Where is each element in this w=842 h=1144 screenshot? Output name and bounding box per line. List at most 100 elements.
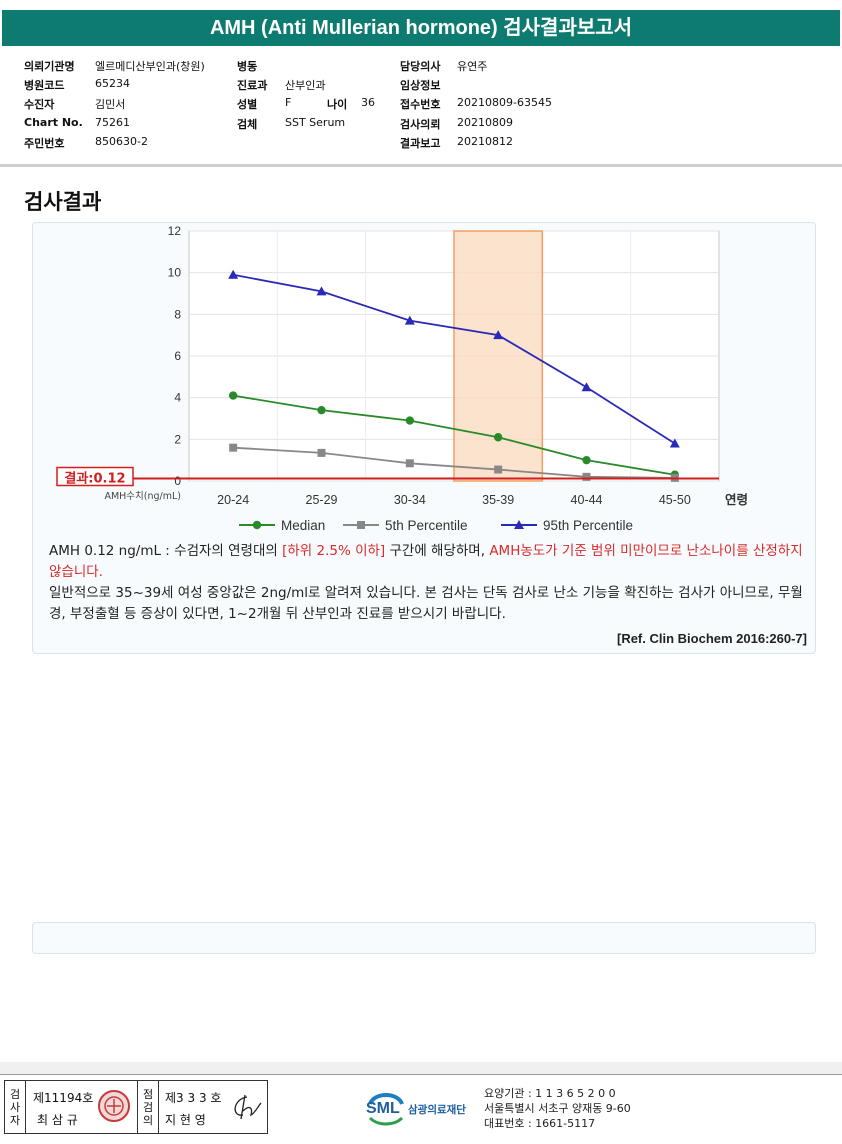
- data-point: [494, 465, 503, 474]
- examiner-name: 최 삼 규: [37, 1113, 78, 1127]
- verifier-license: 제3 3 3 호: [165, 1091, 222, 1105]
- specimen-label: 검체: [237, 118, 258, 131]
- section-title: 검사결과: [24, 190, 102, 214]
- legend-marker: [357, 521, 365, 529]
- report-title: AMH (Anti Mullerian hormone) 검사결과보고서: [2, 10, 840, 46]
- data-point: [228, 391, 238, 400]
- verifier-signature-icon: [234, 1094, 262, 1120]
- comment-text-b: 구간에 해당하며,: [385, 543, 490, 559]
- x-tick-label: 35-39: [482, 493, 514, 507]
- org-logo-text: SML: [366, 1100, 400, 1117]
- y-tick-label: 2: [174, 432, 181, 446]
- comment-paragraph-1: AMH 0.12 ng/mL : 수검자의 연령대의 [하위 2.5% 이하] …: [49, 541, 805, 583]
- y-tick-label: 0: [174, 474, 181, 488]
- org-info: 요양기관 : 1 1 3 6 5 2 0 0 서울특별시 서초구 양재동 9-6…: [484, 1086, 631, 1131]
- y-tick-label: 12: [168, 224, 182, 238]
- data-point: [493, 330, 504, 340]
- legend-marker: [514, 520, 524, 529]
- data-point: [317, 448, 326, 457]
- data-point: [228, 269, 239, 279]
- dept-label: 진료과: [237, 79, 268, 92]
- y-tick-label: 10: [168, 266, 182, 280]
- report-date-value: 20210812: [457, 135, 513, 148]
- hospital-code-value: 65234: [95, 77, 130, 90]
- hospital-code-label: 병원코드: [24, 79, 65, 92]
- rrn-label: 주민번호: [24, 137, 65, 150]
- patient-label: 수진자: [24, 98, 55, 111]
- series-line: [233, 446, 675, 479]
- footer-divider: [0, 1062, 842, 1075]
- age-group-highlight: [453, 230, 544, 482]
- org-phone: 대표번호 : 1661-5117: [484, 1117, 596, 1130]
- x-tick-label: 30-34: [394, 493, 426, 507]
- comment-red-warning: AMH농도가 기준 범위 미만이므로 난소나이를 산정하지 않습니다.: [49, 543, 803, 580]
- data-point: [405, 459, 414, 468]
- doctor-value: 유연주: [457, 60, 488, 73]
- y-tick-label: 8: [174, 307, 181, 321]
- examiner-license: 제11194호: [33, 1091, 94, 1105]
- report-date-label: 결과보고: [400, 137, 441, 150]
- y-tick-label: 4: [174, 391, 181, 405]
- rrn-value: 850630-2: [95, 135, 148, 148]
- comment-text-a: AMH 0.12 ng/mL : 수검자의 연령대의: [49, 543, 283, 559]
- org-address: 서울특별시 서초구 양재동 9-60: [484, 1102, 631, 1115]
- patient-value: 김민서: [95, 98, 126, 111]
- data-point: [317, 405, 326, 415]
- institution-label: 의뢰기관명: [24, 60, 75, 73]
- comment-red-range: [하위 2.5% 이하]: [282, 543, 386, 559]
- result-label: 결과:0.12: [64, 471, 125, 487]
- x-tick-label: 40-44: [571, 493, 603, 507]
- data-point: [404, 315, 415, 325]
- y-axis-note: AMH수치(ng/mL): [104, 490, 181, 502]
- series-line: [233, 394, 675, 476]
- dept-value: 산부인과: [285, 79, 326, 92]
- receipt-no-label: 접수번호: [400, 98, 441, 111]
- data-point: [316, 286, 327, 296]
- sex-value: F: [285, 96, 292, 109]
- chart-no-value: 75261: [95, 116, 130, 129]
- age-label: 나이: [327, 98, 348, 111]
- org-name: 삼광의료재단: [408, 1104, 466, 1116]
- data-point: [669, 438, 680, 448]
- data-point: [582, 472, 591, 481]
- clinical-label: 임상정보: [400, 79, 441, 92]
- empty-notes-box: [32, 922, 816, 954]
- amh-chart: 0 2 4 6 8 10 12 20-24 25-29 30-34 35-39 40-44 45-50 연…: [56, 224, 748, 533]
- result-comment: AMH 0.12 ng/mL : 수검자의 연령대의 [하위 2.5% 이하] …: [49, 541, 805, 625]
- legend-label: 95th Percentile: [543, 518, 633, 533]
- legend-label: 5th Percentile: [385, 518, 468, 533]
- x-axis-suffix: 연령: [725, 492, 748, 507]
- specimen-value: SST Serum: [285, 116, 346, 129]
- data-point: [229, 443, 238, 452]
- chart-no-label: Chart No.: [24, 116, 83, 129]
- ward-label: 병동: [237, 60, 258, 73]
- doctor-label: 담당의사: [400, 60, 441, 73]
- y-tick-label: 6: [174, 349, 181, 363]
- data-point: [405, 416, 415, 425]
- x-tick-label: 25-29: [306, 493, 338, 507]
- verifier-name: 지 현 영: [165, 1113, 206, 1127]
- legend-marker: [252, 520, 262, 530]
- patient-info-panel: 의뢰기관명 엘르메디산부인과(창원) 병원코드 65234 수진자 김민서 Ch…: [0, 52, 842, 167]
- receipt-no-value: 20210809-63545: [457, 96, 552, 109]
- x-tick-label: 45-50: [659, 493, 691, 507]
- series-line: [232, 273, 676, 445]
- reference-citation: [Ref. Clin Biochem 2016:260-7]: [616, 631, 807, 646]
- age-value: 36: [361, 96, 375, 109]
- result-panel: 0 2 4 6 8 10 12 20-24 25-29 30-34 35-39 40-44 45-50 연…: [32, 222, 816, 654]
- data-point: [582, 455, 591, 465]
- result-label-box: [56, 466, 134, 487]
- data-point: [493, 433, 503, 442]
- examiner-seal-icon: [98, 1090, 130, 1122]
- sml-logo-icon: [368, 1093, 404, 1126]
- sex-label: 성별: [237, 98, 258, 111]
- x-tick-label: 20-24: [217, 493, 249, 507]
- legend-label: Median: [281, 518, 325, 533]
- institution-value: 엘르메디산부인과(창원): [95, 60, 205, 73]
- request-date-value: 20210809: [457, 116, 513, 129]
- request-date-label: 검사의뢰: [400, 118, 441, 131]
- data-point: [581, 382, 592, 392]
